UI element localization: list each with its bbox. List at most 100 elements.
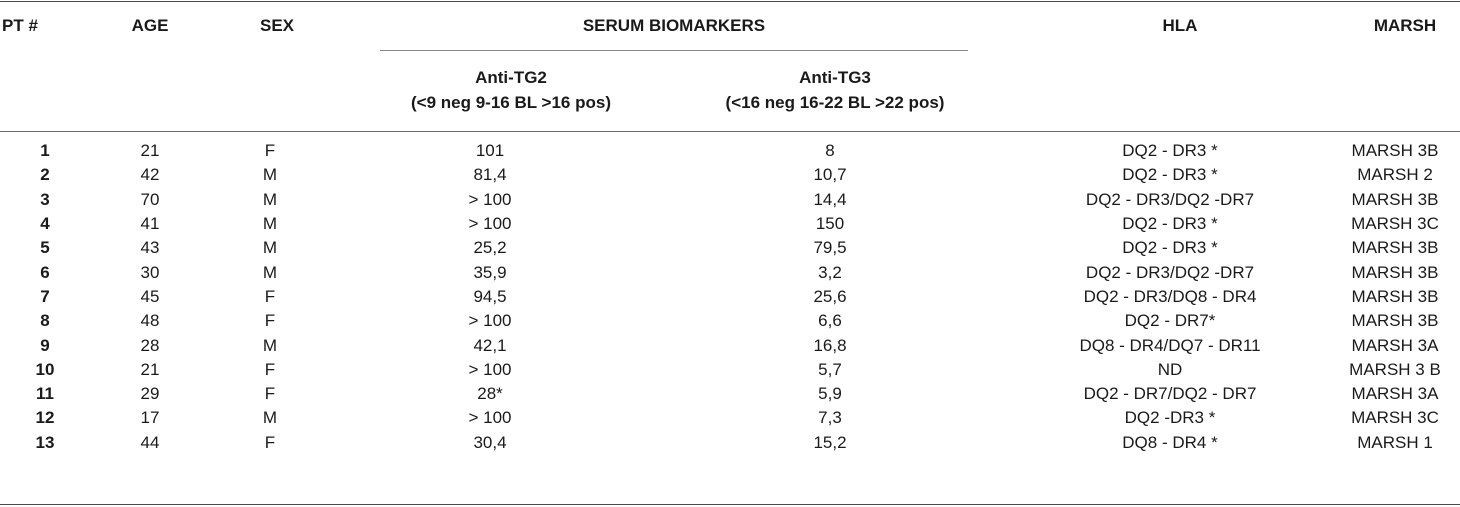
- cell-sex: F: [264, 384, 276, 404]
- cell-sex: M: [262, 238, 278, 258]
- table-top-rule: [0, 1, 1460, 2]
- cell-pt: 13: [35, 432, 55, 452]
- cell-sex: M: [262, 189, 278, 209]
- cell-hla: ND: [1157, 359, 1183, 379]
- cell-tg3: 5,7: [818, 359, 842, 379]
- cell-hla: DQ8 - DR4 *: [1122, 432, 1218, 452]
- cell-marsh: MARSH 3B: [1351, 286, 1439, 306]
- cell-pt: 9: [40, 335, 50, 355]
- cell-age: 70: [140, 189, 160, 209]
- cell-tg3: 16,8: [813, 335, 847, 355]
- cell-hla: DQ2 -DR3 *: [1124, 408, 1216, 428]
- cell-sex: F: [264, 359, 276, 379]
- cell-sex: F: [264, 286, 276, 306]
- cell-tg2: 94,5: [473, 286, 507, 306]
- cell-marsh: MARSH 3C: [1351, 214, 1439, 234]
- cell-tg2: 81,4: [473, 165, 507, 185]
- cell-age: 21: [140, 359, 160, 379]
- cell-tg3: 25,6: [813, 286, 847, 306]
- cell-pt: 12: [35, 408, 55, 428]
- cell-tg2: > 100: [468, 311, 512, 331]
- header-bottom-rule: [0, 131, 1460, 132]
- cell-hla: DQ8 - DR4/DQ7 - DR11: [1079, 335, 1261, 355]
- cell-marsh: MARSH 1: [1357, 432, 1433, 452]
- header-marsh: MARSH: [1373, 16, 1437, 35]
- cell-marsh: MARSH 3 B: [1349, 359, 1441, 379]
- cell-tg3: 15,2: [813, 432, 847, 452]
- cell-pt: 5: [40, 238, 50, 258]
- cell-tg2: 35,9: [473, 262, 507, 282]
- cell-pt: 11: [36, 384, 54, 404]
- cell-marsh: MARSH 3A: [1351, 335, 1439, 355]
- cell-sex: M: [262, 165, 278, 185]
- cell-hla: DQ2 - DR3 *: [1122, 238, 1218, 258]
- cell-marsh: MARSH 3B: [1351, 238, 1439, 258]
- table-row: 8 48 F > 100 6,6 DQ2 - DR7* MARSH 3B: [0, 309, 1460, 333]
- cell-tg2: > 100: [468, 408, 512, 428]
- header-anti-tg2: Anti-TG2: [475, 68, 547, 87]
- header-age: AGE: [131, 16, 169, 35]
- cell-age: 48: [140, 311, 160, 331]
- cell-pt: 8: [40, 311, 50, 331]
- table-body: 1 21 F 101 8 DQ2 - DR3 * MARSH 3B 2 42 M 81,4 10,7 D…: [0, 139, 1460, 455]
- cell-pt: 7: [40, 286, 50, 306]
- cell-pt: 3: [40, 189, 50, 209]
- table-row: 2 42 M 81,4 10,7 DQ2 - DR3 * MARSH 2: [0, 163, 1460, 187]
- cell-tg2: 101: [475, 141, 505, 161]
- cell-marsh: MARSH 3C: [1351, 408, 1439, 428]
- table-row: 10 21 F > 100 5,7 ND MARSH 3 B: [0, 358, 1460, 382]
- cell-sex: F: [264, 432, 276, 452]
- header-anti-tg2-range: (<9 neg 9-16 BL >16 pos): [411, 93, 611, 112]
- table-row: 11 29 F 28* 5,9 DQ2 - DR7/DQ2 - DR7 MARSH 3A: [0, 382, 1460, 406]
- cell-marsh: MARSH 2: [1357, 165, 1433, 185]
- cell-sex: F: [264, 141, 276, 161]
- cell-tg3: 150: [815, 214, 845, 234]
- cell-age: 42: [140, 165, 160, 185]
- cell-age: 29: [140, 384, 160, 404]
- cell-hla: DQ2 - DR3 *: [1122, 165, 1218, 185]
- cell-tg3: 10,7: [813, 165, 847, 185]
- header-anti-tg3: Anti-TG3: [799, 68, 871, 87]
- cell-age: 45: [140, 286, 160, 306]
- cell-tg3: 5,9: [818, 384, 842, 404]
- cell-tg3: 3,2: [818, 262, 842, 282]
- cell-age: 44: [140, 432, 160, 452]
- cell-age: 41: [140, 214, 160, 234]
- cell-hla: DQ2 - DR3/DQ2 -DR7: [1085, 189, 1255, 209]
- cell-hla: DQ2 - DR3/DQ2 -DR7: [1085, 262, 1255, 282]
- cell-sex: M: [262, 408, 278, 428]
- cell-tg2: 28*: [477, 384, 503, 404]
- cell-hla: DQ2 - DR3/DQ8 - DR4: [1083, 286, 1257, 306]
- table-row: 3 70 M > 100 14,4 DQ2 - DR3/DQ2 -DR7 MARSH 3B: [0, 188, 1460, 212]
- table-row: 9 28 M 42,1 16,8 DQ8 - DR4/DQ7 - DR11 MARSH 3A: [0, 333, 1460, 357]
- cell-pt: 10: [35, 359, 55, 379]
- cell-pt: 6: [40, 262, 50, 282]
- cell-marsh: MARSH 3B: [1351, 189, 1439, 209]
- table-row: 6 30 M 35,9 3,2 DQ2 - DR3/DQ2 -DR7 MARSH 3B: [0, 260, 1460, 284]
- cell-hla: DQ2 - DR3 *: [1122, 214, 1218, 234]
- cell-pt: 2: [40, 165, 50, 185]
- table-bottom-rule: [0, 504, 1460, 505]
- cell-tg3: 14,4: [813, 189, 847, 209]
- cell-sex: F: [264, 311, 276, 331]
- cell-tg2: 42,1: [473, 335, 507, 355]
- cell-age: 21: [140, 141, 160, 161]
- cell-tg2: > 100: [468, 214, 512, 234]
- cell-sex: M: [262, 262, 278, 282]
- cell-tg3: 6,6: [818, 311, 842, 331]
- cell-marsh: MARSH 3A: [1351, 384, 1439, 404]
- header-hla: HLA: [1162, 16, 1198, 35]
- serum-biomarkers-group-rule: [380, 50, 968, 51]
- cell-tg3: 79,5: [813, 238, 847, 258]
- cell-hla: DQ2 - DR3 *: [1122, 141, 1218, 161]
- table-row: 5 43 M 25,2 79,5 DQ2 - DR3 * MARSH 3B: [0, 236, 1460, 260]
- table-row: 4 41 M > 100 150 DQ2 - DR3 * MARSH 3C: [0, 212, 1460, 236]
- table-row: 12 17 M > 100 7,3 DQ2 -DR3 * MARSH 3C: [0, 406, 1460, 430]
- cell-pt: 1: [40, 141, 50, 161]
- header-sex: SEX: [259, 16, 295, 35]
- cell-tg2: > 100: [468, 189, 512, 209]
- cell-marsh: MARSH 3B: [1351, 311, 1439, 331]
- table-row: 13 44 F 30,4 15,2 DQ8 - DR4 * MARSH 1: [0, 431, 1460, 455]
- cell-age: 28: [140, 335, 160, 355]
- cell-tg3: 8: [825, 141, 835, 161]
